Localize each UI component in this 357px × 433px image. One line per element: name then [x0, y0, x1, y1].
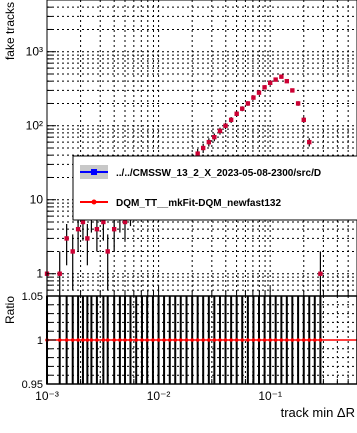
top-data-point	[64, 236, 69, 241]
ratio-y-tick-label: 1	[37, 335, 43, 347]
top-data-point	[290, 88, 295, 93]
top-data-point	[318, 271, 323, 276]
y-tick-label: 10²	[26, 119, 43, 133]
legend-marker-blue	[91, 169, 97, 175]
legend-box	[72, 155, 357, 221]
top-data-point	[279, 74, 284, 79]
y-tick-label: 10	[30, 193, 44, 207]
top-data-point	[251, 95, 256, 100]
top-data-point	[122, 219, 128, 225]
top-data-point	[284, 78, 290, 84]
top-data-point	[240, 106, 245, 111]
top-data-point	[267, 80, 273, 86]
top-data-point	[256, 90, 262, 95]
top-data-point	[212, 134, 217, 140]
top-data-point	[200, 145, 206, 151]
top-data-point	[295, 101, 301, 106]
bottom-y-axis-title: Ratio	[3, 296, 17, 324]
legend-label: ../../CMSSW_13_2_X_2023-05-08-2300/src/D	[116, 168, 321, 179]
top-data-point	[234, 111, 239, 116]
top-data-point	[262, 85, 267, 90]
x-tick-label: 10⁻²	[147, 389, 171, 403]
top-data-point	[57, 271, 62, 276]
ratio-y-tick-label: 1.05	[22, 291, 43, 303]
legend-marker-red	[91, 199, 97, 205]
top-data-point	[70, 249, 75, 254]
top-data-point	[75, 226, 81, 232]
top-data-point	[101, 219, 106, 225]
top-data-point	[273, 77, 278, 82]
top-data-point	[94, 226, 100, 232]
top-data-point	[85, 236, 90, 241]
top-data-point	[195, 151, 200, 156]
legend-label: DQM_TT__mkFit-DQM_newfast132	[116, 198, 281, 209]
top-data-point	[307, 139, 312, 145]
top-data-point	[80, 219, 86, 225]
top-data-point	[111, 226, 117, 232]
top-data-point	[301, 117, 306, 123]
x-tick-label: 10⁻³	[35, 389, 59, 403]
top-data-point	[245, 101, 251, 106]
ratio-y-tick-label: 0.95	[22, 379, 43, 391]
top-data-point	[206, 139, 212, 145]
top-data-point	[228, 117, 234, 123]
x-axis-title: track min ΔR	[281, 405, 355, 420]
top-y-axis-title: fake tracks	[3, 2, 17, 60]
y-tick-label: 10³	[26, 45, 43, 59]
top-data-point	[223, 123, 228, 128]
top-data-point	[217, 128, 223, 134]
y-tick-label: 1	[36, 267, 43, 281]
top-data-point	[105, 249, 110, 254]
x-tick-label: 10⁻¹	[258, 389, 282, 403]
